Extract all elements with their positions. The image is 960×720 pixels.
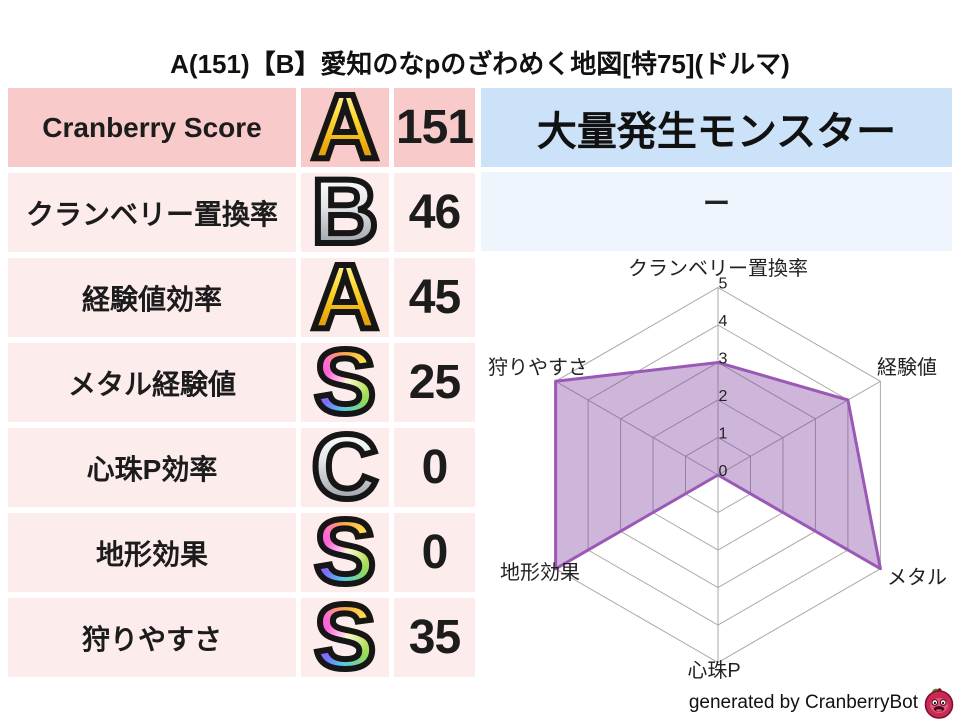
score-row: 地形効果 S 0	[8, 513, 475, 592]
score-value: 0	[394, 428, 475, 507]
score-row: 経験値効率 A 45	[8, 258, 475, 337]
monster-panel-header: 大量発生モンスター	[481, 88, 952, 167]
grade-badge: A	[301, 88, 389, 167]
grade-badge: A	[301, 258, 389, 337]
score-label: 心珠P効率	[8, 428, 296, 507]
grade-badge: S	[301, 513, 389, 592]
monster-panel-value: ー	[481, 172, 952, 251]
score-row: Cranberry Score A 151	[8, 88, 475, 167]
grade-letter: C	[309, 428, 381, 507]
score-value: 25	[394, 343, 475, 422]
score-label: 地形効果	[8, 513, 296, 592]
score-table: Cranberry Score A 151 クランベリー置換率 B 46 経験値…	[8, 88, 475, 683]
score-label: メタル経験値	[8, 343, 296, 422]
score-row: 心珠P効率 C 0	[8, 428, 475, 507]
grade-letter: A	[309, 88, 381, 167]
footer-credit: generated by CranberryBot	[689, 686, 956, 720]
grade-letter: B	[309, 173, 381, 252]
grade-badge: B	[301, 173, 389, 252]
cranberrybot-logo-icon	[924, 688, 954, 719]
svg-text:2: 2	[719, 388, 728, 405]
radar-axis-label: 経験値	[877, 356, 937, 379]
page-title: A(151)【B】愛知のなpのざわめく地図[特75](ドルマ)	[170, 49, 790, 79]
radar-axis-label: メタル	[887, 566, 947, 589]
score-value: 151	[394, 88, 475, 167]
svg-text:1: 1	[719, 426, 728, 443]
score-label: 狩りやすさ	[8, 598, 296, 677]
score-label: Cranberry Score	[8, 88, 296, 167]
radar-axis-label: 狩りやすさ	[488, 356, 588, 379]
score-value: 45	[394, 258, 475, 337]
score-label: 経験値効率	[8, 258, 296, 337]
radar-axis-label: クランベリー置換率	[628, 257, 808, 280]
radar-axis-label: 心珠P	[687, 659, 740, 682]
svg-text:5: 5	[719, 276, 728, 293]
grade-badge: C	[301, 428, 389, 507]
radar-axis-label: 地形効果	[500, 561, 580, 584]
svg-text:3: 3	[719, 351, 728, 368]
svg-text:4: 4	[719, 313, 728, 330]
grade-letter: S	[311, 343, 379, 422]
svg-text:0: 0	[719, 463, 728, 480]
score-value: 0	[394, 513, 475, 592]
score-row: 狩りやすさ S 35	[8, 598, 475, 677]
grade-letter: S	[311, 598, 379, 677]
score-value: 35	[394, 598, 475, 677]
grade-badge: S	[301, 343, 389, 422]
score-row: クランベリー置換率 B 46	[8, 173, 475, 252]
score-label: クランベリー置換率	[8, 173, 296, 252]
score-value: 46	[394, 173, 475, 252]
grade-badge: S	[301, 598, 389, 677]
grade-letter: A	[309, 258, 381, 337]
credit-text: generated by CranberryBot	[688, 692, 918, 713]
score-row: メタル経験値 S 25	[8, 343, 475, 422]
grade-letter: S	[311, 513, 379, 592]
